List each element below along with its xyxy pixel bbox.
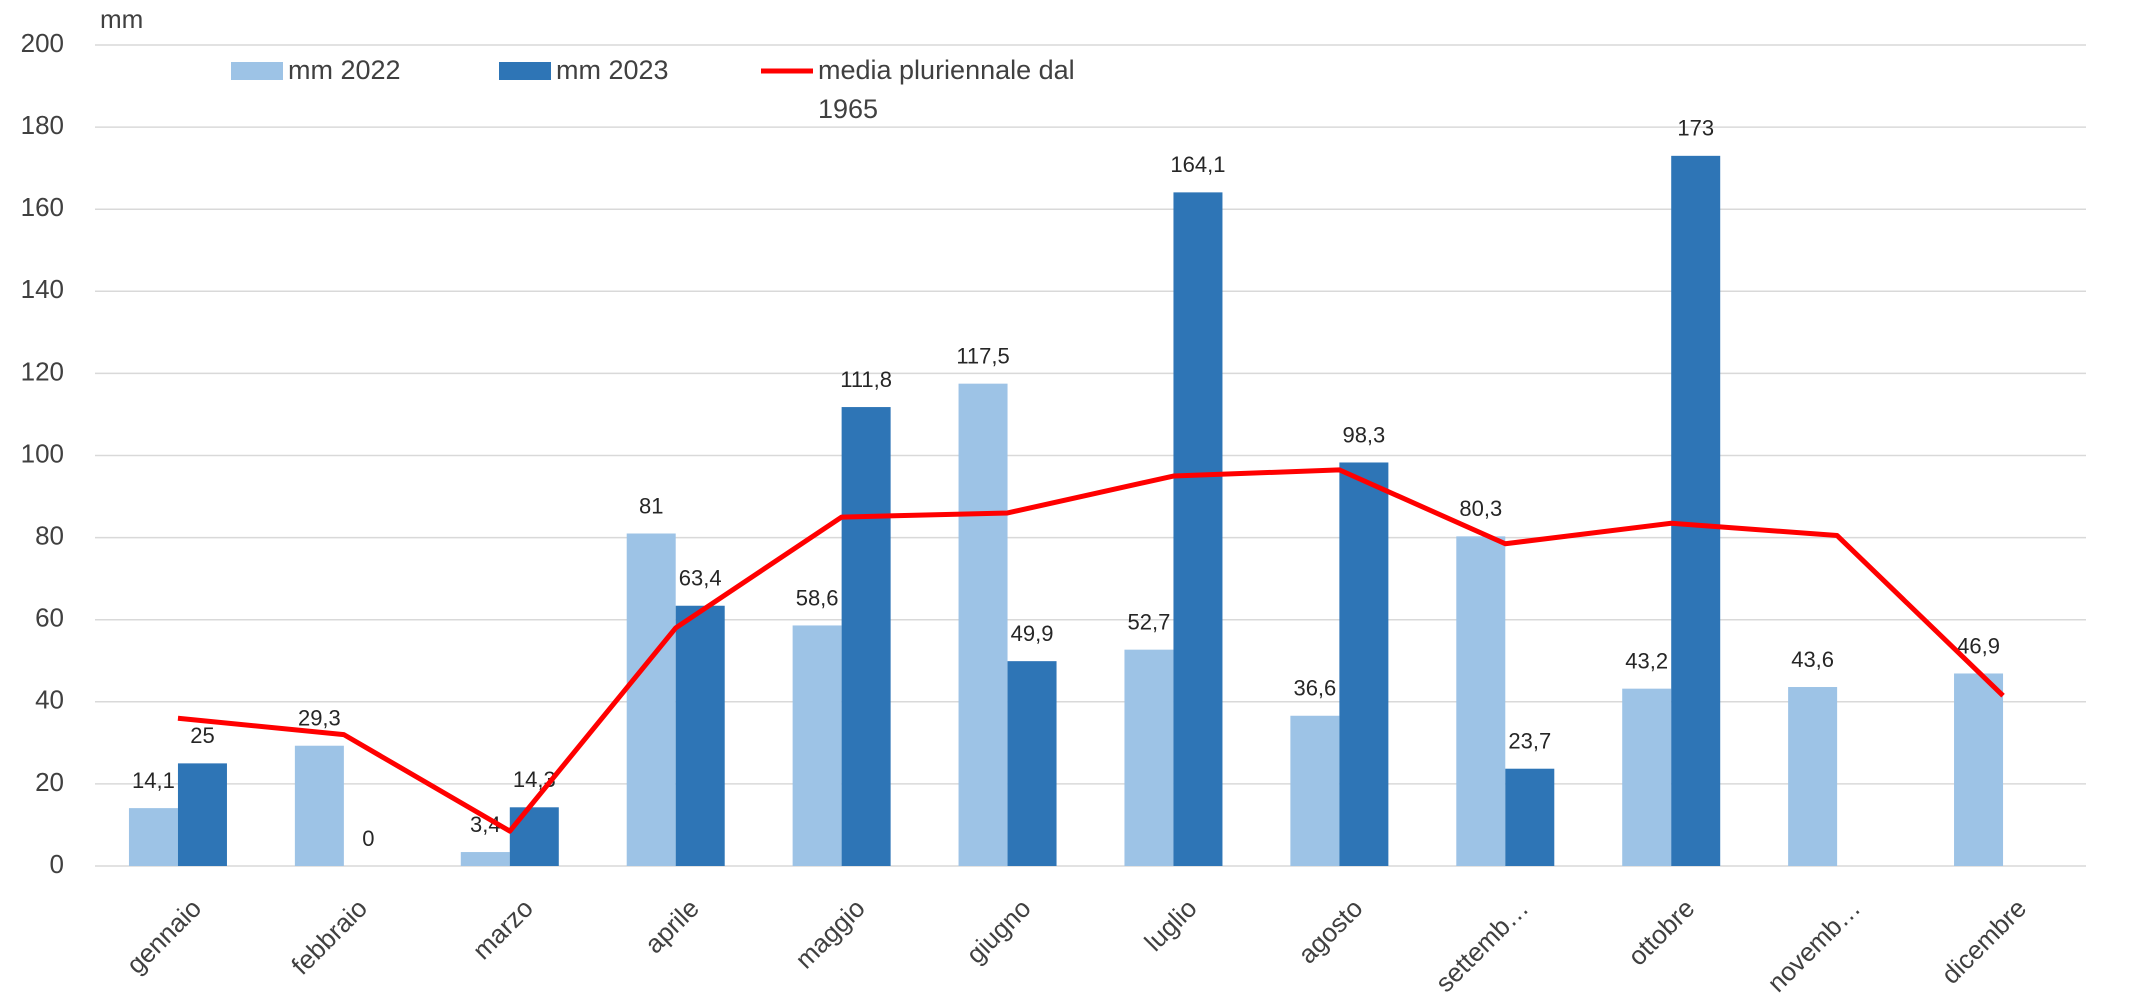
y-tick-label: 180	[21, 110, 64, 140]
line	[177, 467, 2005, 834]
data-label: 63,4	[679, 566, 722, 591]
bar	[1954, 673, 2004, 866]
data-label: 25	[190, 723, 214, 748]
data-label: 23,7	[1508, 729, 1551, 754]
x-tick-label: giugno	[960, 893, 1036, 969]
bar	[626, 533, 676, 866]
data-label: 52,7	[1128, 609, 1171, 634]
bar	[460, 852, 510, 866]
y-tick-label: 0	[50, 849, 64, 879]
bar	[128, 808, 178, 866]
bar	[509, 807, 559, 866]
bar	[1505, 768, 1555, 866]
bar	[841, 407, 891, 866]
data-label: 46,9	[1957, 633, 2000, 658]
y-tick-label: 100	[21, 438, 64, 468]
bar	[1173, 192, 1223, 866]
y-tick-label: 120	[21, 356, 64, 386]
data-label: 173	[1677, 116, 1714, 141]
legend-swatch	[499, 62, 551, 80]
y-tick-label: 200	[21, 28, 64, 58]
data-label: 29,3	[298, 706, 341, 731]
x-tick-label: agosto	[1292, 893, 1368, 969]
bar	[958, 383, 1008, 866]
legend-item: mm 2022	[288, 55, 401, 85]
bar	[1339, 462, 1389, 866]
data-label: 43,2	[1625, 648, 1668, 673]
y-tick-label: 40	[35, 685, 64, 715]
x-tick-label: novemb…	[1761, 893, 1866, 994]
bar	[1456, 536, 1506, 866]
legend-label: mm 2023	[556, 55, 669, 85]
x-tick-label: dicembre	[1935, 893, 2032, 990]
bar	[1290, 715, 1340, 866]
data-label: 98,3	[1342, 422, 1385, 447]
x-tick-label: aprile	[639, 893, 705, 959]
data-label: 117,5	[956, 343, 1009, 368]
bar	[294, 745, 344, 866]
legend-label: media pluriennale dal 1965	[818, 55, 1075, 124]
y-tick-label: 60	[35, 603, 64, 633]
data-label: 0	[362, 826, 374, 851]
y-tick-label: 80	[35, 520, 64, 550]
data-label: 80,3	[1459, 496, 1502, 521]
bar	[1671, 155, 1721, 866]
y-tick-label: 20	[35, 767, 64, 797]
data-label: 81	[639, 493, 663, 518]
data-label: 43,6	[1791, 647, 1834, 672]
x-tick-label: febbraio	[285, 893, 373, 981]
y-tick-label: 140	[21, 274, 64, 304]
bar	[1124, 649, 1174, 866]
data-label: 14,3	[513, 767, 556, 792]
legend-swatch	[231, 62, 283, 80]
x-tick-label: maggio	[789, 893, 871, 975]
x-tick-label: marzo	[467, 893, 539, 965]
x-tick-label: ottobre	[1622, 893, 1700, 971]
bar	[1788, 687, 1838, 866]
bar	[1622, 688, 1672, 866]
data-label: 58,6	[796, 585, 839, 610]
legend-item: media pluriennale dal 1965	[818, 55, 1075, 124]
data-label: 36,6	[1293, 676, 1336, 701]
y-axis-label: mm	[100, 4, 143, 34]
x-tick-label: gennaio	[120, 893, 207, 980]
bar	[675, 605, 725, 866]
legend-label: mm 2022	[288, 55, 401, 85]
x-tick-label: settemb…	[1429, 893, 1534, 994]
legend-item: mm 2023	[556, 55, 669, 85]
bar	[177, 763, 227, 866]
data-label: 111,8	[840, 367, 892, 392]
data-label: 49,9	[1011, 621, 1054, 646]
bar	[792, 625, 842, 866]
y-tick-label: 160	[21, 192, 64, 222]
x-tick-label: luglio	[1138, 893, 1202, 957]
bar	[1007, 661, 1057, 866]
data-label: 164,1	[1170, 152, 1225, 177]
data-label: 14,1	[132, 768, 175, 793]
